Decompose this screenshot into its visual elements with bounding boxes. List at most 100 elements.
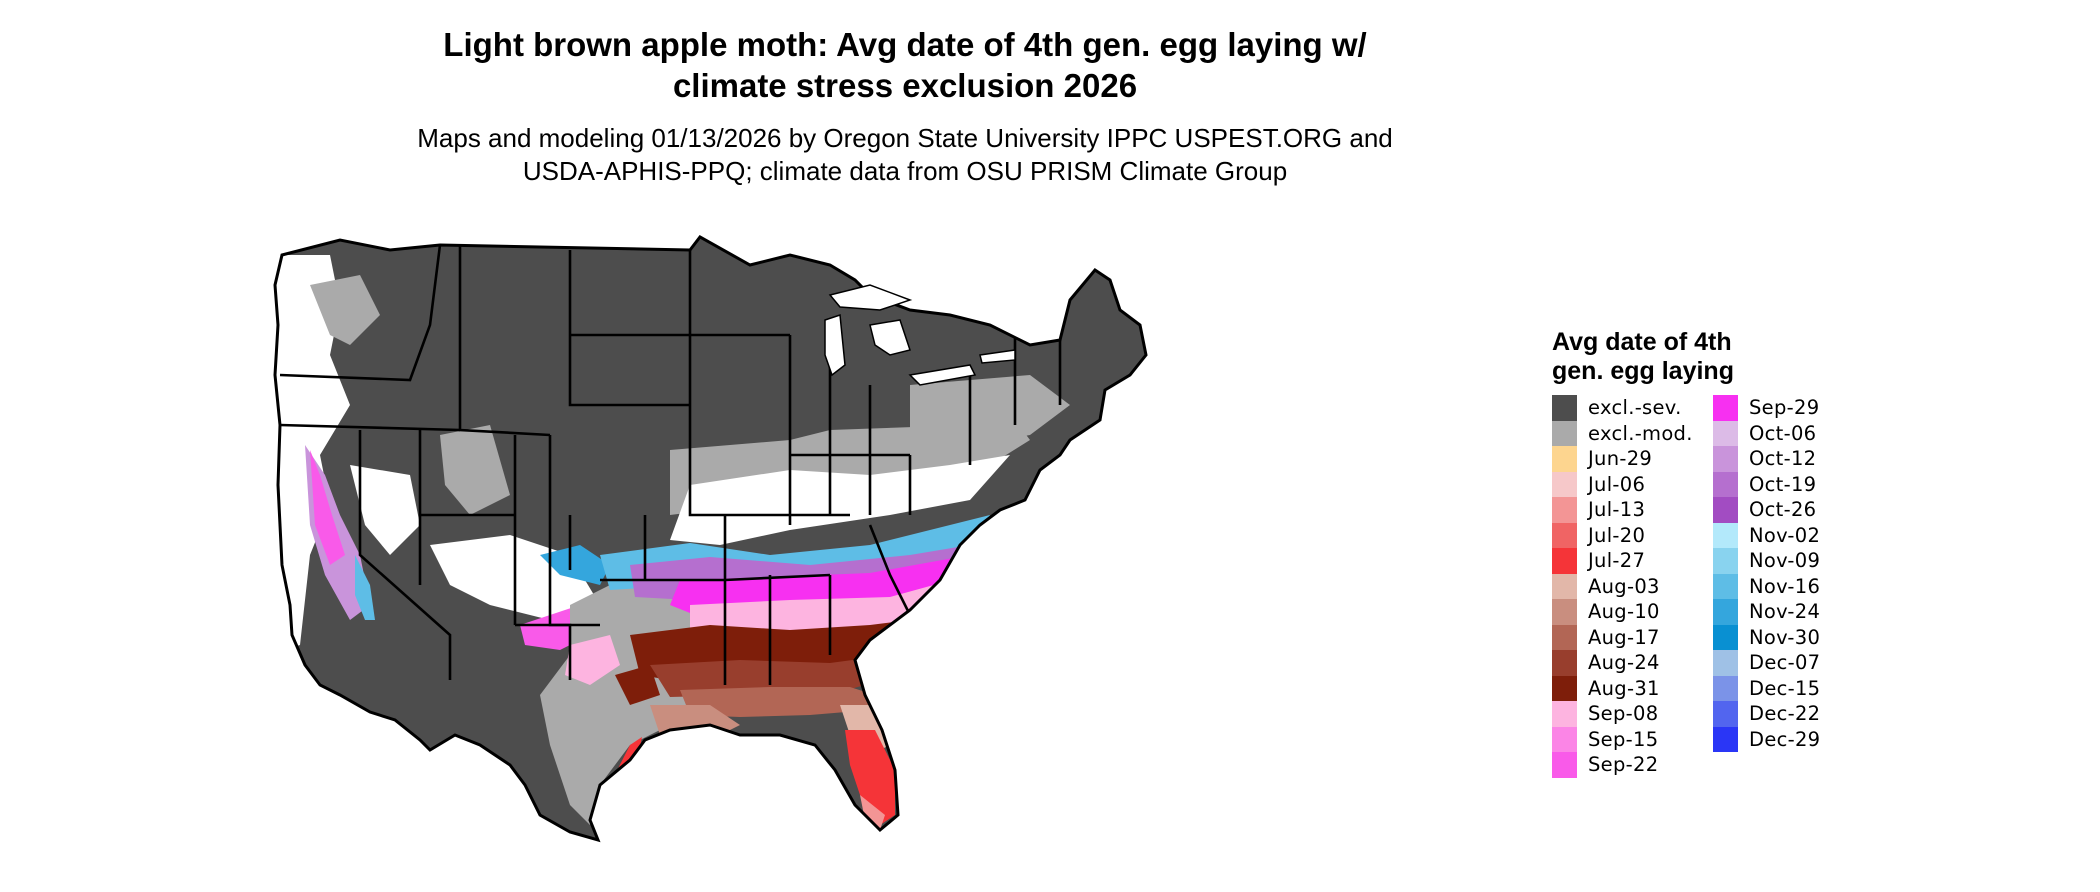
legend-title-line2: gen. egg laying xyxy=(1552,357,1734,385)
legend-item: excl.-sev. xyxy=(1552,395,1693,421)
legend-label: Dec-29 xyxy=(1749,727,1821,751)
legend-label: Aug-17 xyxy=(1588,625,1660,649)
map-subtitle: Maps and modeling 01/13/2026 by Oregon S… xyxy=(330,122,1480,188)
map-title-line1: Light brown apple moth: Avg date of 4th … xyxy=(443,26,1367,63)
legend-label: excl.-mod. xyxy=(1588,421,1693,445)
legend-column-1: excl.-sev. excl.-mod. Jun-29 Jul-06 Jul-13 Ju… xyxy=(1552,395,1693,778)
legend-item: Oct-19 xyxy=(1713,471,1820,497)
legend-swatch xyxy=(1713,675,1738,701)
legend-swatch xyxy=(1552,675,1577,701)
legend-item: Sep-29 xyxy=(1713,395,1820,421)
legend-item: Jul-06 xyxy=(1552,471,1693,497)
legend-label: Nov-24 xyxy=(1749,600,1821,624)
legend-item: Oct-06 xyxy=(1713,420,1820,446)
zone-west-white-2 xyxy=(440,425,510,515)
legend: Avg date of 4th gen. egg laying excl.-se… xyxy=(1552,328,1972,778)
legend-item: Nov-24 xyxy=(1713,599,1820,625)
legend-swatch xyxy=(1713,726,1738,752)
zone-california-pink xyxy=(310,450,345,565)
legend-swatch xyxy=(1552,471,1577,497)
zone-pacific-excl-mod xyxy=(310,275,380,345)
map-subtitle-line2: USDA-APHIS-PPQ; climate data from OSU PR… xyxy=(522,156,1288,186)
legend-swatch xyxy=(1713,701,1738,727)
legend-label: Aug-31 xyxy=(1588,676,1660,700)
zone-west-white-1 xyxy=(350,465,420,555)
legend-item: Oct-26 xyxy=(1713,497,1820,523)
legend-swatch xyxy=(1552,395,1577,421)
legend-swatch xyxy=(1552,701,1577,727)
great-lakes xyxy=(824,284,1016,386)
legend-item: Jul-27 xyxy=(1552,548,1693,574)
map-title: Light brown apple moth: Avg date of 4th … xyxy=(330,24,1480,106)
legend-item: Dec-15 xyxy=(1713,675,1821,701)
legend-label: Aug-10 xyxy=(1588,600,1660,624)
legend-swatch xyxy=(1552,420,1577,446)
legend-label: Dec-15 xyxy=(1749,676,1821,700)
zone-central-white xyxy=(670,455,1010,545)
legend-swatch xyxy=(1552,446,1577,472)
legend-swatch xyxy=(1713,395,1738,421)
legend-swatch xyxy=(1713,471,1738,497)
legend-swatch xyxy=(1713,650,1738,676)
legend-item: Sep-22 xyxy=(1552,752,1693,778)
prediction-zones xyxy=(275,255,1070,830)
legend-swatch xyxy=(1552,650,1577,676)
legend-label: Aug-03 xyxy=(1588,574,1660,598)
legend-item: Nov-09 xyxy=(1713,548,1820,574)
legend-swatch xyxy=(1713,497,1738,523)
legend-item: Nov-02 xyxy=(1713,522,1821,548)
legend-swatch xyxy=(1552,522,1577,548)
legend-label: Sep-08 xyxy=(1588,702,1659,726)
legend-column-2: Sep-29 Oct-06 Oct-12 Oct-19 Oct-26 Nov-02 Nov-… xyxy=(1713,395,1820,752)
legend-swatch xyxy=(1713,446,1738,472)
legend-label: Jul-06 xyxy=(1588,472,1646,496)
us-outline xyxy=(273,235,1148,843)
zone-florida-jul27 xyxy=(845,730,895,825)
legend-swatch xyxy=(1713,522,1738,548)
legend-label: Nov-30 xyxy=(1749,625,1821,649)
legend-label: Oct-19 xyxy=(1749,472,1817,496)
legend-item: Oct-12 xyxy=(1713,446,1820,472)
legend-item: Sep-15 xyxy=(1552,726,1693,752)
legend-label: Jul-20 xyxy=(1588,523,1646,547)
legend-label: Sep-22 xyxy=(1588,753,1659,777)
legend-swatch xyxy=(1552,752,1577,778)
legend-item: Dec-22 xyxy=(1713,701,1820,727)
map-title-line2: climate stress exclusion 2026 xyxy=(672,67,1138,104)
zone-texas-pink xyxy=(565,635,620,685)
legend-item: Dec-29 xyxy=(1713,726,1821,752)
legend-label: Sep-29 xyxy=(1749,396,1820,420)
zone-aug17 xyxy=(680,687,875,717)
legend-swatch xyxy=(1713,573,1738,599)
legend-swatch xyxy=(1713,599,1738,625)
legend-swatch xyxy=(1713,624,1738,650)
legend-item: Jul-13 xyxy=(1552,497,1693,523)
legend-label: Nov-16 xyxy=(1749,574,1821,598)
legend-item: excl.-mod. xyxy=(1552,420,1693,446)
legend-item: Aug-10 xyxy=(1552,599,1693,625)
legend-item: Aug-24 xyxy=(1552,650,1693,676)
legend-item: Aug-03 xyxy=(1552,573,1693,599)
legend-label: Jun-29 xyxy=(1588,447,1653,471)
map-subtitle-line1: Maps and modeling 01/13/2026 by Oregon S… xyxy=(417,123,1393,153)
legend-label: excl.-sev. xyxy=(1588,396,1682,420)
legend-label: Dec-22 xyxy=(1749,702,1821,726)
legend-swatch xyxy=(1552,726,1577,752)
legend-label: Aug-24 xyxy=(1588,651,1660,675)
legend-item: Nov-16 xyxy=(1713,573,1821,599)
legend-label: Nov-02 xyxy=(1749,523,1821,547)
legend-swatch xyxy=(1713,420,1738,446)
legend-label: Oct-12 xyxy=(1749,447,1817,471)
legend-swatch xyxy=(1552,599,1577,625)
legend-swatch xyxy=(1552,624,1577,650)
zone-southwest-blue xyxy=(540,545,610,585)
legend-swatch xyxy=(1552,573,1577,599)
legend-item: Jul-20 xyxy=(1552,522,1693,548)
legend-label: Dec-07 xyxy=(1749,651,1821,675)
legend-item: Jun-29 xyxy=(1552,446,1693,472)
legend-item: Aug-31 xyxy=(1552,675,1693,701)
state-borders xyxy=(279,244,1062,685)
legend-item: Aug-17 xyxy=(1552,624,1693,650)
legend-title: Avg date of 4th gen. egg laying xyxy=(1552,328,1972,386)
zone-northeast-excl-mod xyxy=(910,375,1070,445)
